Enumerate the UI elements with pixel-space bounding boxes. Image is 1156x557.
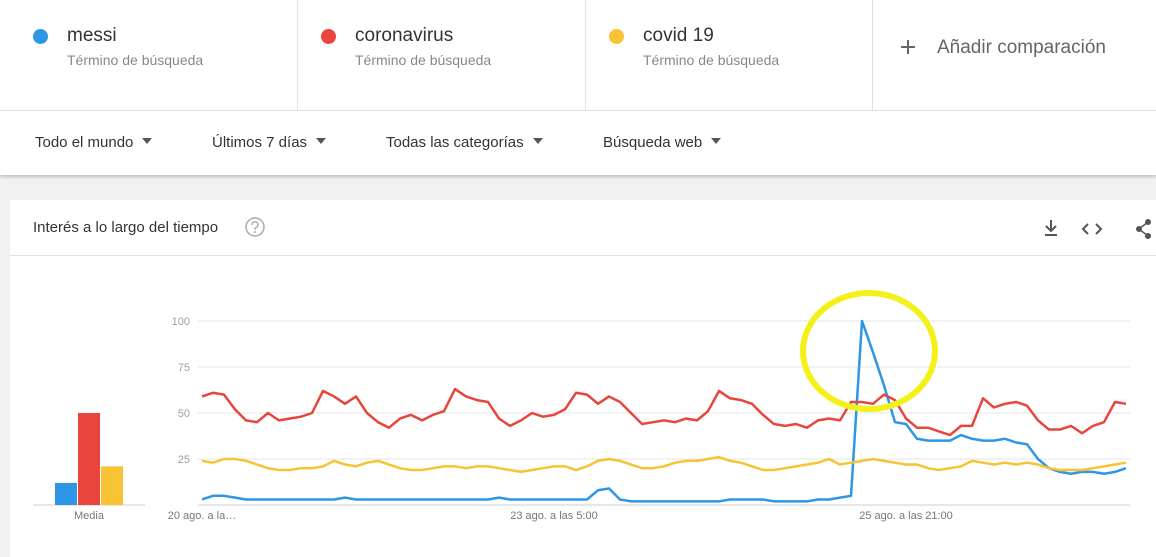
divider: [10, 255, 1156, 256]
series-line: [201, 455, 1127, 474]
term[interactable]: coronavirus Término de búsqueda: [288, 0, 586, 110]
average-bar: [101, 466, 123, 505]
plus-icon: [901, 40, 915, 54]
add-comparison[interactable]: Añadir comparación: [937, 37, 1106, 58]
term-dot: [609, 29, 624, 44]
highlight-circle: [800, 290, 938, 412]
terms-bar: messi Término de búsqueda coronavirus Térm…: [0, 0, 1156, 111]
toolbar-icons[interactable]: [1042, 218, 1154, 240]
help-icon[interactable]: [244, 216, 266, 238]
term[interactable]: messi Término de búsqueda: [0, 0, 298, 110]
term-name: covid 19: [643, 25, 714, 46]
filter[interactable]: Todo el mundo: [35, 134, 152, 151]
term-dot: [33, 29, 48, 44]
series-line: [201, 387, 1127, 437]
x-tick-label: 23 ago. a las 5:00: [510, 510, 597, 522]
x-tick-label: 20 ago. a la…: [168, 510, 237, 522]
term-subtitle: Término de búsqueda: [643, 52, 780, 68]
term[interactable]: covid 19 Término de búsqueda: [576, 0, 873, 110]
chart-card: Interés a lo largo del tiempo: [10, 200, 1156, 557]
y-tick-label: 25: [178, 454, 190, 466]
y-tick-label: 100: [172, 316, 190, 328]
term-subtitle: Término de búsqueda: [355, 52, 492, 68]
average-label: Media: [74, 510, 105, 522]
term-dot: [321, 29, 336, 44]
series-line: [201, 319, 1127, 503]
term-name: coronavirus: [355, 25, 454, 46]
average-bar: [78, 413, 100, 505]
panel-title: Interés a lo largo del tiempo: [33, 219, 219, 236]
average-bar: [55, 482, 77, 505]
filters-bar: Todo el mundo Últimos 7 días Todas las c…: [0, 111, 1156, 175]
filter[interactable]: Todas las categorías: [386, 134, 543, 151]
term-name: messi: [67, 25, 117, 46]
filter[interactable]: Búsqueda web: [603, 134, 721, 151]
filter[interactable]: Últimos 7 días: [212, 134, 326, 151]
y-tick-label: 50: [178, 408, 190, 420]
term-subtitle: Término de búsqueda: [67, 52, 204, 68]
x-tick-label: 25 ago. a las 21:00: [859, 510, 953, 522]
y-tick-label: 75: [178, 362, 190, 374]
